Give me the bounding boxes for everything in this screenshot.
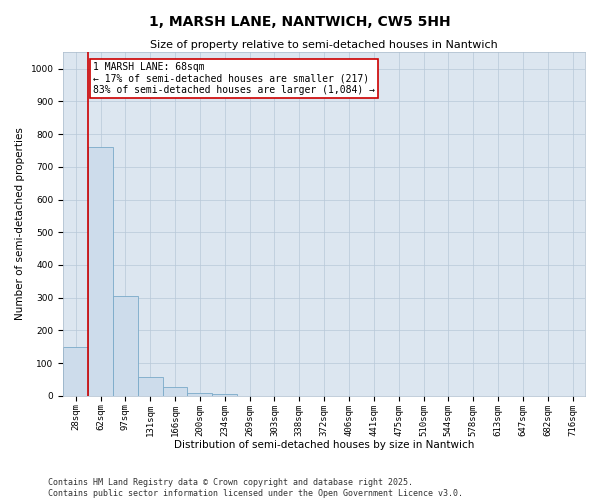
- Bar: [187, 392, 212, 396]
- X-axis label: Distribution of semi-detached houses by size in Nantwich: Distribution of semi-detached houses by …: [174, 440, 475, 450]
- Bar: [212, 394, 237, 396]
- Text: Contains HM Land Registry data © Crown copyright and database right 2025.
Contai: Contains HM Land Registry data © Crown c…: [48, 478, 463, 498]
- Bar: [113, 296, 138, 396]
- Bar: [138, 377, 163, 396]
- Text: 1 MARSH LANE: 68sqm
← 17% of semi-detached houses are smaller (217)
83% of semi-: 1 MARSH LANE: 68sqm ← 17% of semi-detach…: [93, 62, 375, 95]
- Title: Size of property relative to semi-detached houses in Nantwich: Size of property relative to semi-detach…: [150, 40, 498, 50]
- Bar: [88, 147, 113, 396]
- Text: 1, MARSH LANE, NANTWICH, CW5 5HH: 1, MARSH LANE, NANTWICH, CW5 5HH: [149, 15, 451, 29]
- Bar: [63, 347, 88, 396]
- Bar: [163, 387, 187, 396]
- Y-axis label: Number of semi-detached properties: Number of semi-detached properties: [15, 128, 25, 320]
